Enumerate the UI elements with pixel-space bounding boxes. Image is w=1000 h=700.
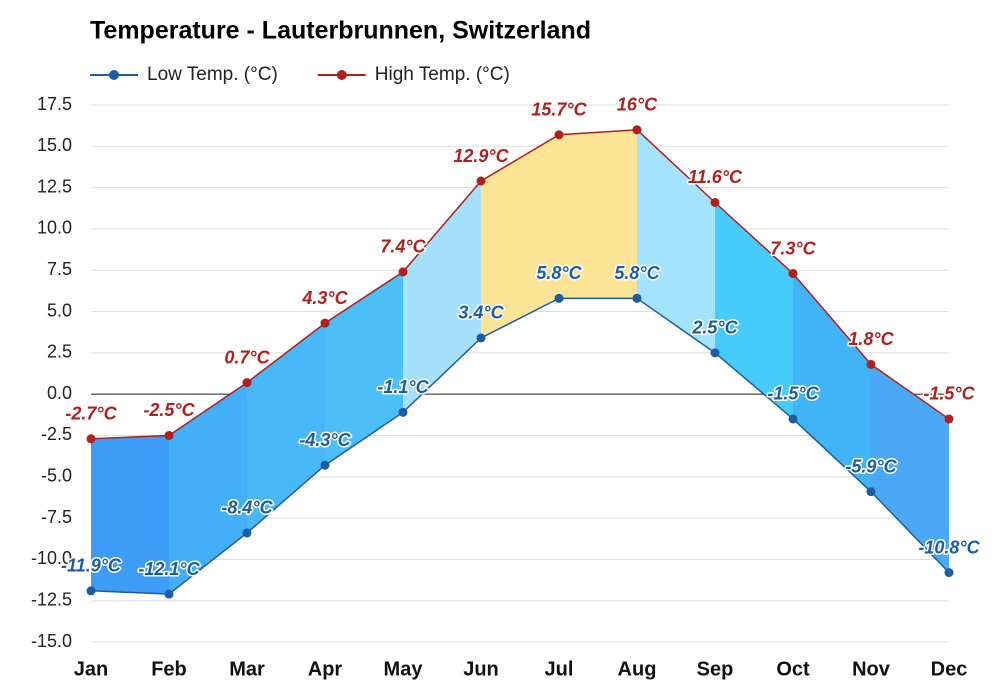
data-label: 1.8°C: [848, 329, 894, 349]
data-label: 2.5°C: [691, 318, 738, 338]
data-point: [320, 460, 330, 470]
data-label: 5.8°C: [614, 263, 660, 283]
data-point: [320, 318, 330, 328]
range-band: [403, 181, 481, 413]
data-label: 3.4°C: [458, 303, 504, 323]
y-tick-label: -10.0: [31, 548, 72, 568]
data-point: [398, 407, 408, 417]
x-tick-label: Feb: [151, 658, 187, 680]
x-tick-label: Jul: [545, 658, 574, 680]
data-label: 12.9°C: [453, 146, 509, 166]
data-label: -11.9°C: [61, 556, 122, 576]
legend-marker: [109, 70, 119, 80]
data-point: [788, 269, 798, 279]
data-label: -8.4°C: [221, 498, 273, 518]
range-band: [91, 435, 169, 595]
data-point: [554, 130, 564, 140]
series-line: [90, 297, 950, 595]
data-label: -10.8°C: [918, 537, 980, 557]
data-point: [164, 430, 174, 440]
y-tick-label: -5.0: [41, 466, 72, 486]
y-tick-label: 2.5: [47, 342, 72, 362]
x-tick-label: Oct: [776, 658, 810, 680]
data-point: [86, 586, 96, 596]
y-tick-label: 12.5: [37, 176, 72, 196]
data-point: [242, 378, 252, 388]
data-point: [164, 589, 174, 599]
data-point: [710, 348, 720, 358]
x-tick-label: Jun: [463, 658, 499, 680]
chart-title: Temperature - Lauterbrunnen, Switzerland: [90, 17, 591, 45]
x-tick-label: Aug: [618, 658, 657, 680]
y-tick-label: -7.5: [41, 507, 72, 527]
data-label: -4.3°C: [299, 430, 351, 450]
data-point: [788, 414, 798, 424]
data-label: -5.9°C: [845, 456, 897, 476]
data-point: [476, 176, 486, 186]
range-band: [637, 129, 715, 353]
data-label: 7.3°C: [770, 238, 816, 258]
x-tick-label: May: [384, 658, 424, 680]
data-label: 11.6°C: [688, 167, 743, 187]
data-point: [86, 434, 96, 444]
range-band: [871, 364, 949, 573]
data-label: -2.7°C: [65, 404, 117, 424]
x-tick-label: Apr: [308, 658, 343, 680]
y-tick-label: -12.5: [31, 589, 72, 609]
range-band: [559, 129, 637, 299]
data-point: [398, 267, 408, 277]
data-point: [710, 197, 720, 207]
data-label: -1.5°C: [923, 384, 975, 404]
range-band: [247, 323, 325, 533]
data-point: [242, 528, 252, 538]
data-label: 16°C: [617, 95, 658, 115]
y-tick-label: 7.5: [47, 259, 72, 279]
data-label: -2.5°C: [143, 400, 195, 420]
x-tick-label: Mar: [229, 658, 265, 680]
data-point: [944, 568, 954, 578]
data-point: [632, 293, 642, 303]
range-band: [169, 382, 247, 595]
data-point: [866, 359, 876, 369]
range-band: [481, 134, 559, 338]
data-label: 5.8°C: [536, 263, 582, 283]
y-tick-label: -2.5: [41, 424, 72, 444]
x-tick-label: Nov: [852, 658, 891, 680]
x-tick-label: Dec: [931, 658, 968, 680]
data-label: -1.1°C: [377, 377, 429, 397]
y-tick-label: 10.0: [37, 218, 72, 238]
y-tick-label: -15.0: [31, 631, 72, 651]
range-band: [325, 271, 403, 466]
legend-label: High Temp. (°C): [375, 64, 510, 85]
data-point: [632, 125, 642, 135]
data-point: [944, 414, 954, 424]
data-point: [476, 333, 486, 343]
x-tick-label: Jan: [74, 658, 108, 680]
x-tick-label: Sep: [697, 658, 734, 680]
data-point: [554, 293, 564, 303]
y-tick-label: 0.0: [47, 383, 72, 403]
data-label: 0.7°C: [224, 347, 270, 367]
y-tick-label: 15.0: [37, 135, 72, 155]
data-label: 4.3°C: [301, 288, 348, 308]
data-label: -1.5°C: [767, 384, 819, 404]
legend-marker: [336, 70, 347, 80]
legend-label: Low Temp. (°C): [147, 64, 278, 85]
data-label: -12.1°C: [138, 559, 200, 579]
data-label: 7.4°C: [380, 237, 426, 257]
series-line: [90, 129, 950, 440]
data-point: [866, 487, 876, 497]
data-label: 15.7°C: [531, 99, 587, 119]
y-tick-label: 5.0: [47, 300, 72, 320]
y-tick-label: 17.5: [37, 94, 72, 114]
